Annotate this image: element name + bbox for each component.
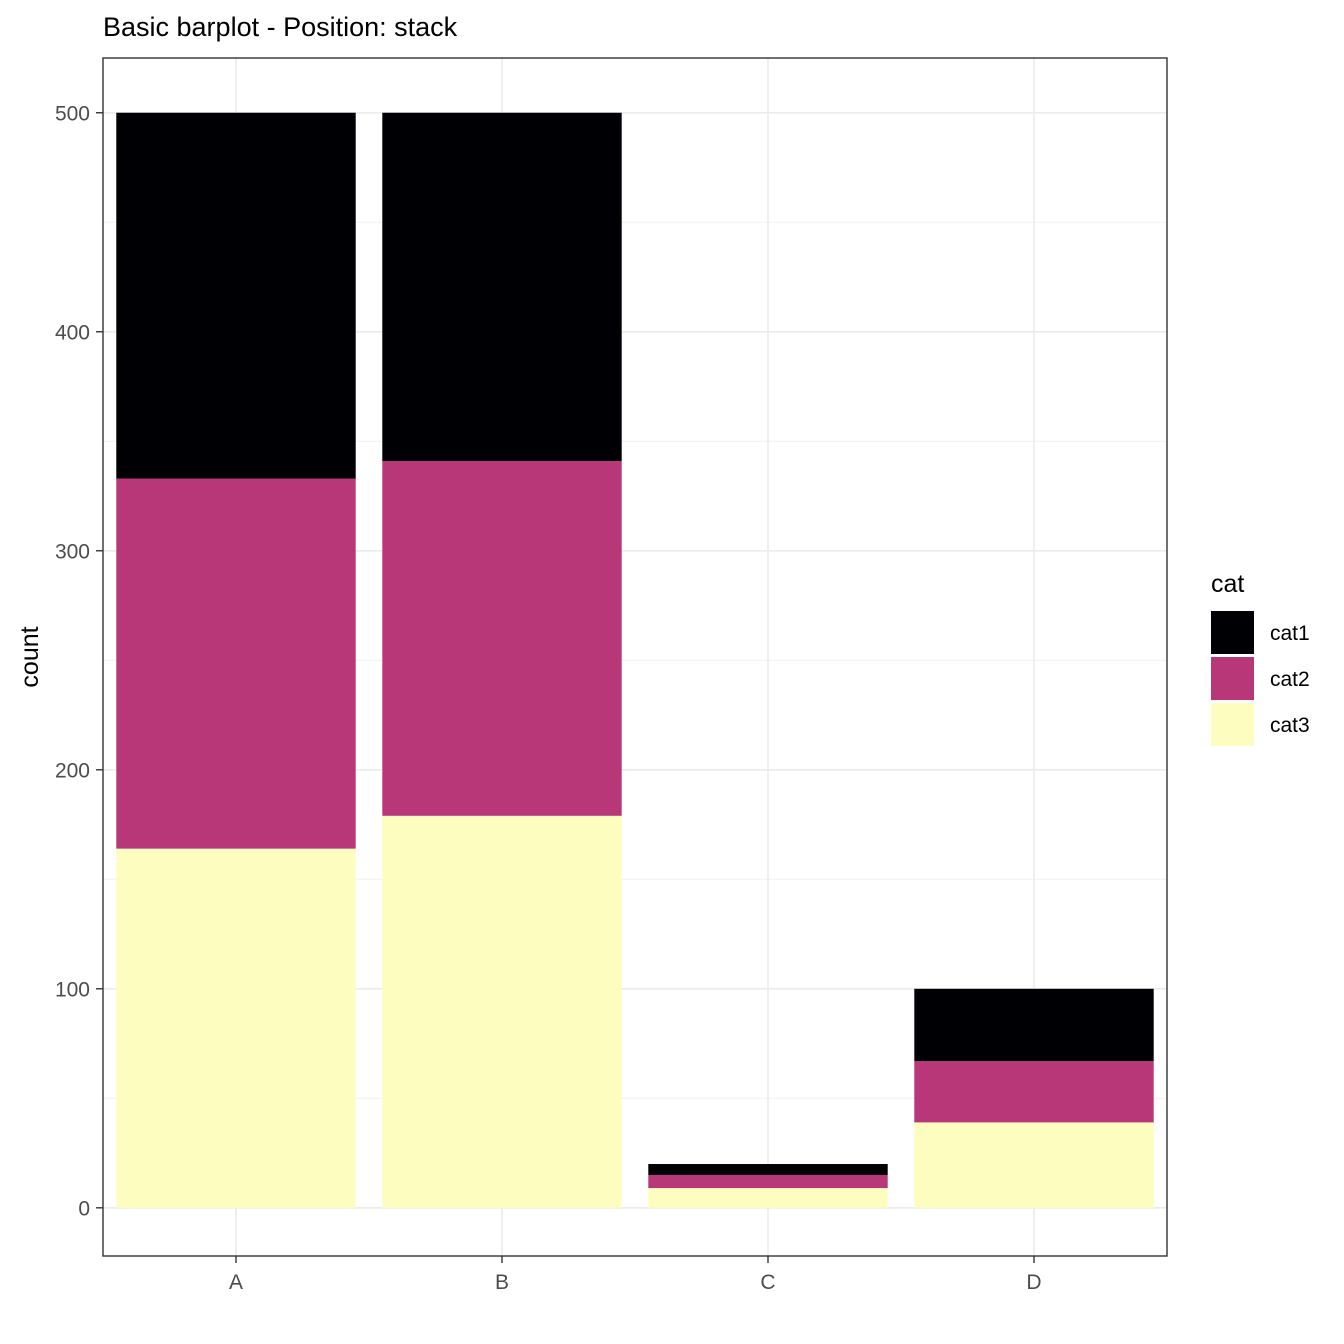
- y-tick-label: 0: [78, 1197, 90, 1220]
- chart-title: Basic barplot - Position: stack: [103, 12, 458, 42]
- bar-C-cat1: [648, 1164, 888, 1175]
- legend: cat cat1 cat2 cat3: [1211, 570, 1310, 746]
- bar-A-cat3: [116, 848, 356, 1208]
- y-axis-title: count: [16, 626, 44, 687]
- bar-C-cat3: [648, 1188, 888, 1208]
- bar-D-cat3: [914, 1122, 1154, 1208]
- bars: [116, 112, 1154, 1208]
- y-tick-label: 400: [55, 321, 90, 344]
- legend-label-cat3: cat3: [1270, 714, 1310, 737]
- legend-label-cat1: cat1: [1270, 622, 1310, 645]
- bar-A-cat2: [116, 478, 356, 849]
- x-tick-label: C: [760, 1271, 775, 1294]
- y-tick-label: 500: [55, 102, 90, 125]
- y-tick-label: 300: [55, 540, 90, 563]
- plot-panel-border: [102, 57, 1168, 1257]
- bar-A-cat1: [116, 112, 356, 479]
- legend-key-cat2: [1211, 657, 1254, 700]
- y-tick-label: 200: [55, 759, 90, 782]
- legend-title: cat: [1211, 570, 1244, 598]
- y-tick-label: 100: [55, 978, 90, 1001]
- legend-key-cat1: [1211, 611, 1254, 654]
- x-tick-label: D: [1026, 1271, 1041, 1294]
- legend-key-cat3: [1211, 703, 1254, 746]
- bar-C-cat2: [648, 1174, 888, 1189]
- x-tick-label: B: [495, 1271, 509, 1294]
- bar-D-cat1: [914, 988, 1154, 1062]
- x-tick-label: A: [229, 1271, 243, 1294]
- legend-label-cat2: cat2: [1270, 668, 1310, 691]
- bar-D-cat2: [914, 1061, 1154, 1123]
- bar-B-cat2: [382, 460, 622, 816]
- axes: 0 100 200 300 400 500 A B C D: [55, 102, 1042, 1294]
- bar-B-cat3: [382, 815, 622, 1208]
- bar-B-cat1: [382, 112, 622, 461]
